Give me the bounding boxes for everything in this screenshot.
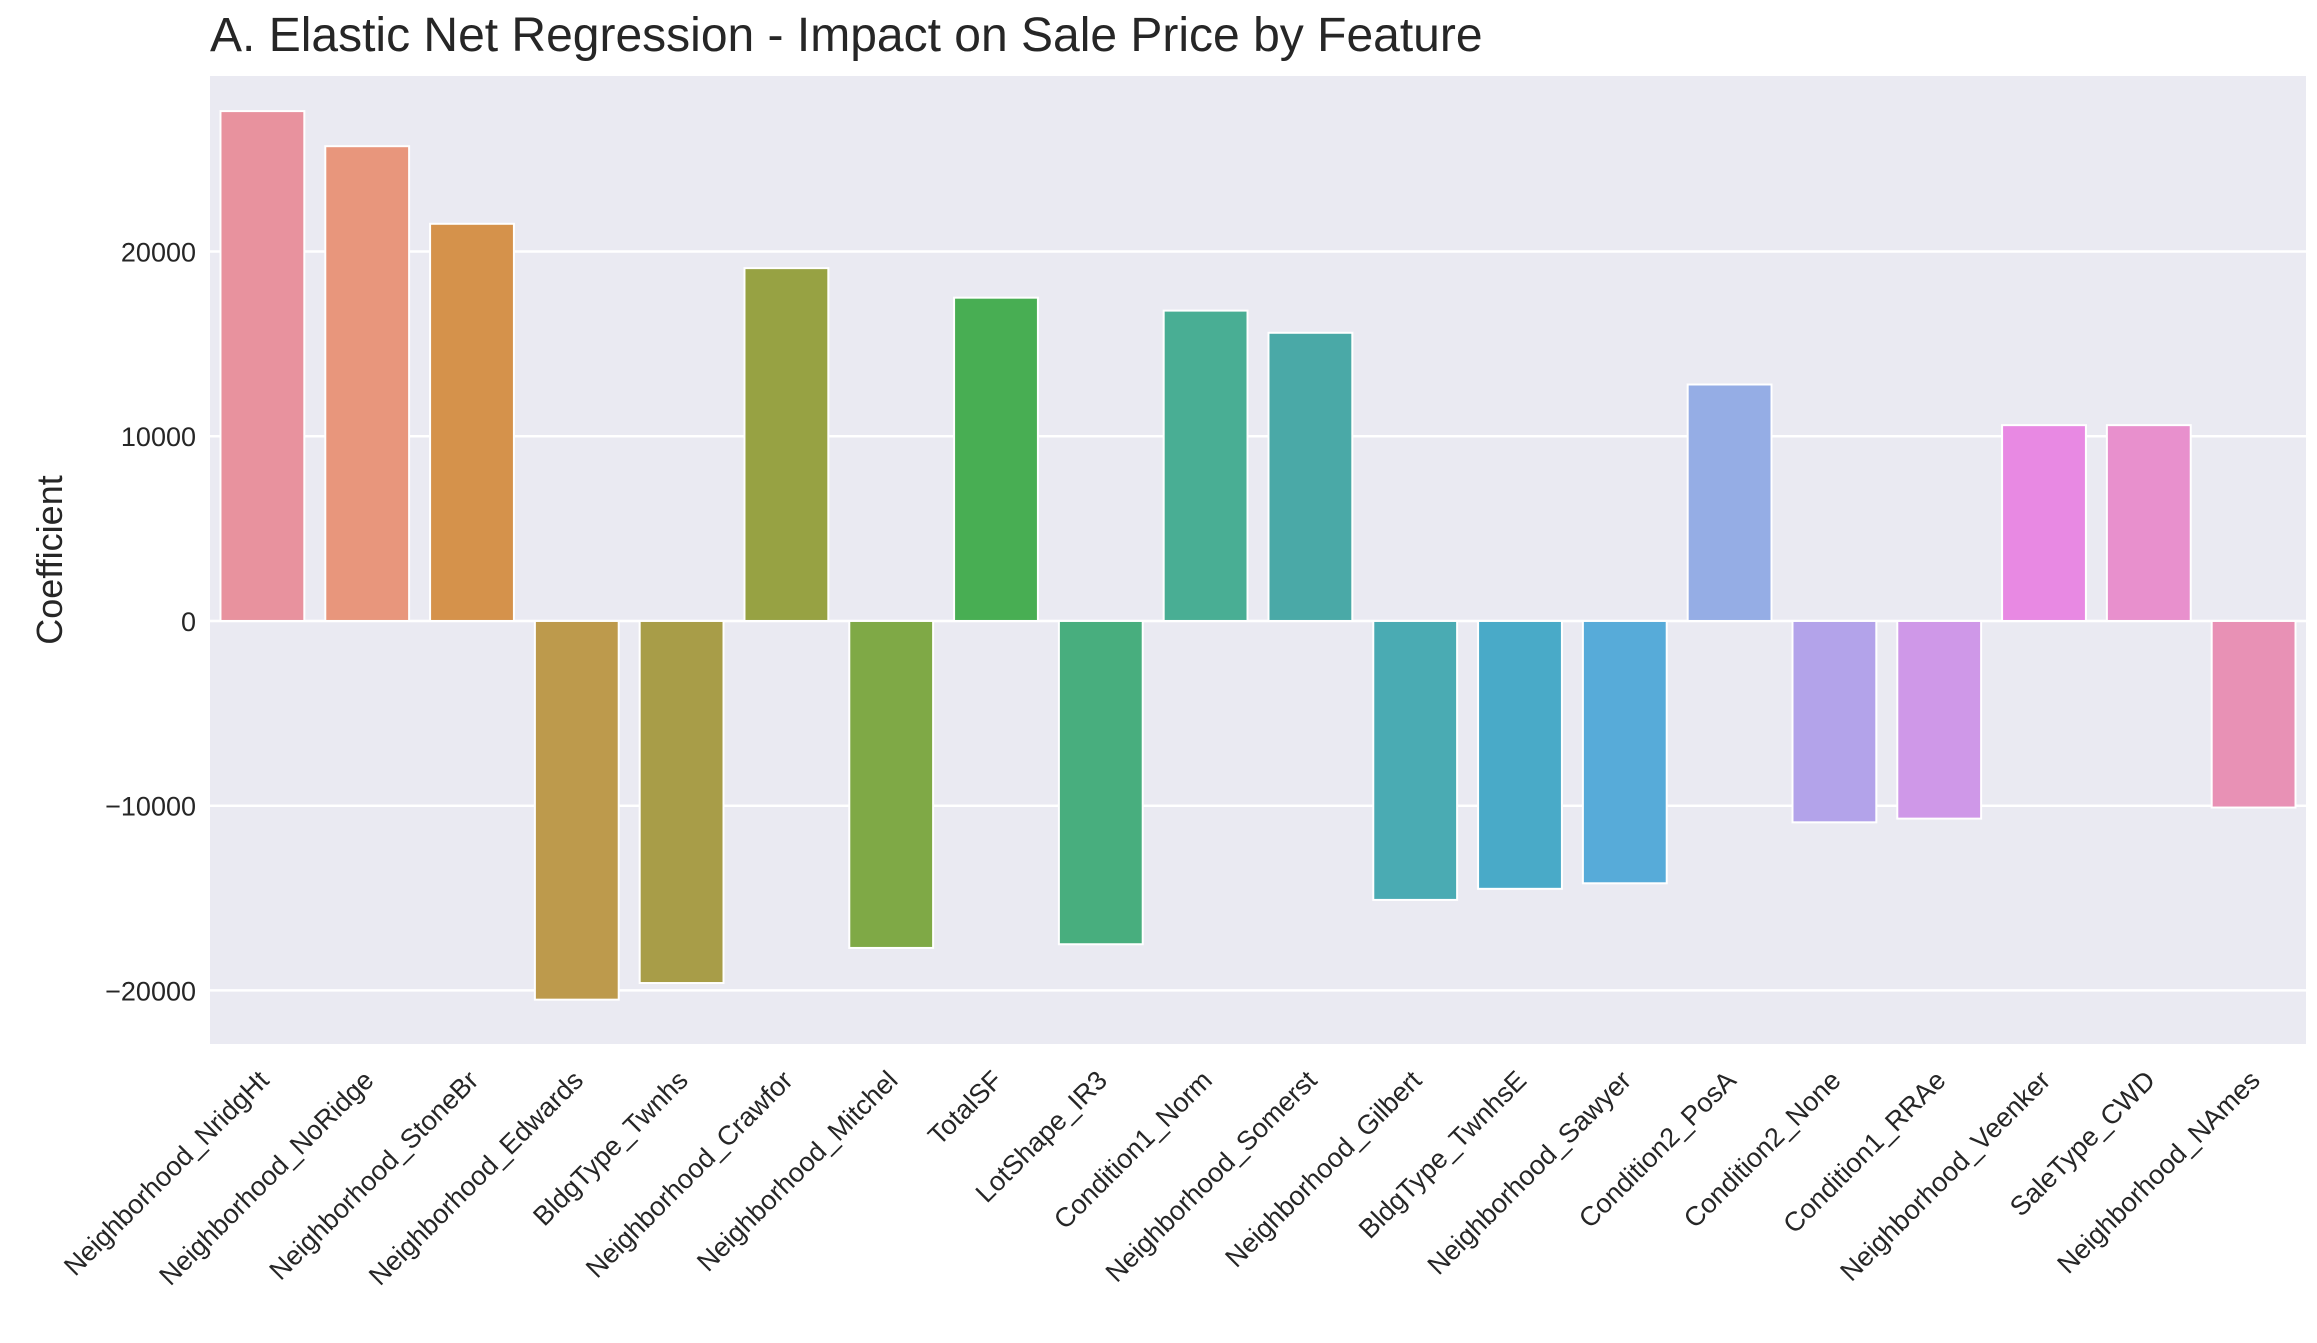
x-tick-label: Neighborhood_NridgHt xyxy=(58,1065,275,1282)
x-tick-label: Neighborhood_Somerst xyxy=(1100,1065,1323,1288)
bar xyxy=(1057,619,1144,946)
bar xyxy=(533,619,620,1001)
x-tick-label: Neighborhood_Veenker xyxy=(1834,1065,2056,1287)
x-tick-label: Neighborhood_NoRidge xyxy=(153,1065,379,1291)
y-axis-label: Coefficient xyxy=(29,475,70,644)
bar xyxy=(219,110,306,622)
bar xyxy=(953,296,1039,622)
bar xyxy=(2105,424,2192,622)
y-tick-label: −20000 xyxy=(105,976,196,1006)
bar xyxy=(848,619,935,949)
bar xyxy=(324,145,411,622)
y-tick-label: −10000 xyxy=(105,792,196,822)
bar xyxy=(2001,424,2087,622)
bar xyxy=(2210,619,2297,809)
y-tick-label: 0 xyxy=(181,607,196,637)
bar xyxy=(429,222,515,622)
x-tick-label: Neighborhood_Edwards xyxy=(363,1065,589,1291)
y-tick-labels: 20000 10000 0 −10000 −20000 xyxy=(105,237,196,1006)
bar xyxy=(743,267,830,622)
y-tick-label: 10000 xyxy=(121,422,196,452)
bar xyxy=(1162,309,1249,622)
x-tick-label: Neighborhood_Sawyer xyxy=(1422,1065,1637,1280)
bar xyxy=(638,619,725,985)
bar xyxy=(1267,331,1354,622)
bar xyxy=(1581,619,1668,885)
x-tick-label: Neighborhood_Mitchel xyxy=(691,1065,903,1277)
bar xyxy=(1477,619,1563,890)
bar xyxy=(1686,383,1773,622)
bar xyxy=(1896,619,1983,820)
x-tick-label: Neighborhood_Gilbert xyxy=(1219,1065,1427,1273)
x-tick-labels: Neighborhood_NridgHtNeighborhood_NoRidge… xyxy=(58,1065,2266,1291)
chart-title: A. Elastic Net Regression - Impact on Sa… xyxy=(210,9,1483,62)
x-tick-label: Neighborhood_NAmes xyxy=(2051,1065,2265,1279)
bar xyxy=(1372,619,1459,901)
bars xyxy=(219,110,2297,1001)
plot-area xyxy=(210,76,2306,1044)
x-tick-label: Neighborhood_Crawfor xyxy=(580,1065,799,1284)
y-tick-label: 20000 xyxy=(121,237,196,267)
bar xyxy=(1791,619,1878,824)
x-tick-label: TotalSF xyxy=(922,1065,1008,1151)
x-tick-label: Neighborhood_StoneBr xyxy=(263,1065,484,1286)
